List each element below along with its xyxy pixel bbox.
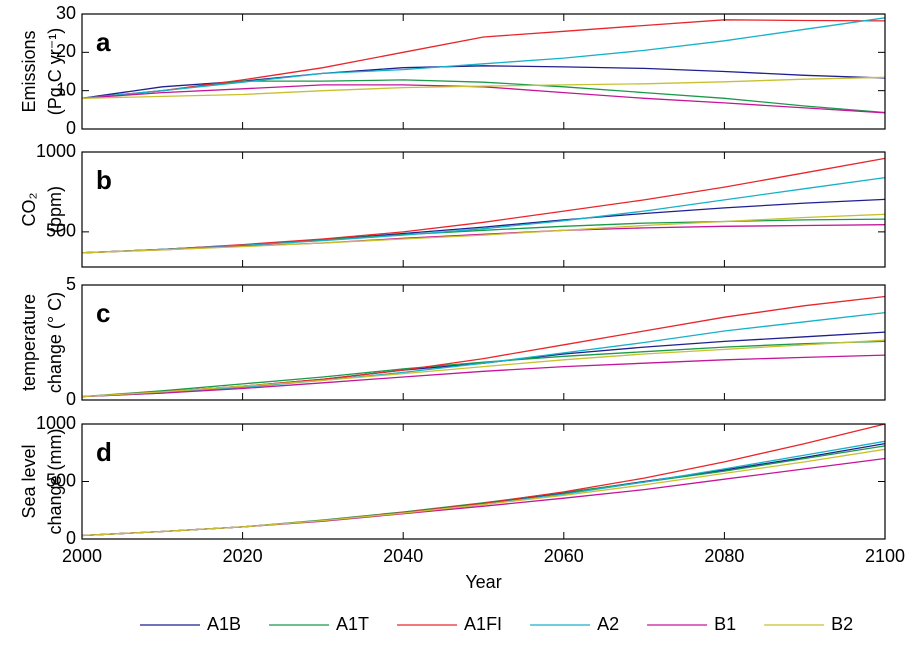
y-tick-label: 1000 [36, 141, 76, 161]
y-tick-label: 30 [56, 3, 76, 23]
panel-label: b [96, 165, 112, 195]
x-tick-label: 2100 [865, 546, 905, 566]
y-tick-label: 0 [66, 389, 76, 409]
x-tick-label: 2020 [223, 546, 263, 566]
panel-label: c [96, 298, 110, 328]
series-line [81, 19, 886, 99]
series-line [81, 176, 886, 254]
series-line [81, 339, 886, 398]
panel-label: d [96, 437, 112, 467]
y-tick-label: 5 [66, 274, 76, 294]
series-line [81, 340, 886, 398]
y-axis-label: change (mm) [45, 428, 65, 534]
series-line [81, 448, 886, 537]
series-line [81, 76, 886, 99]
y-axis-label: change (° C) [45, 292, 65, 393]
series-line [81, 79, 886, 114]
legend-label: B1 [714, 614, 736, 634]
y-tick-label: 0 [66, 118, 76, 138]
legend-label: A1B [207, 614, 241, 634]
series-line [81, 445, 886, 537]
legend-label: A2 [597, 614, 619, 634]
y-axis-label: Sea level [19, 444, 39, 518]
series-line [81, 442, 886, 537]
x-tick-label: 2060 [544, 546, 584, 566]
x-tick-label: 2000 [62, 546, 102, 566]
y-axis-label: (Pg C yr⁻¹) [45, 28, 65, 116]
plot-frame [81, 13, 886, 130]
series-line [81, 440, 886, 537]
y-axis-label: CO₂ [19, 193, 39, 227]
x-tick-label: 2080 [704, 546, 744, 566]
series-line [81, 311, 886, 398]
legend-label: A1T [336, 614, 369, 634]
series-line [81, 84, 886, 114]
y-tick-label: 500 [46, 221, 76, 241]
legend-label: B2 [831, 614, 853, 634]
y-tick-label: 20 [56, 41, 76, 61]
plot-frame [81, 423, 886, 540]
series-line [81, 457, 886, 537]
y-axis-label: Emissions [19, 30, 39, 112]
y-tick-label: 10 [56, 79, 76, 99]
panel-label: a [96, 27, 111, 57]
series-line [81, 354, 886, 398]
y-tick-label: 0 [66, 528, 76, 548]
y-tick-label: 1000 [36, 413, 76, 433]
series-line [81, 423, 886, 537]
x-tick-label: 2040 [383, 546, 423, 566]
plot-frame [81, 151, 886, 268]
series-line [81, 213, 886, 254]
y-axis-label: (ppm) [45, 186, 65, 233]
plot-frame [81, 284, 886, 401]
series-line [81, 17, 886, 99]
y-axis-label: temperature [19, 294, 39, 391]
legend-label: A1FI [464, 614, 502, 634]
x-axis-label: Year [465, 572, 501, 592]
y-tick-label: 500 [46, 470, 76, 490]
